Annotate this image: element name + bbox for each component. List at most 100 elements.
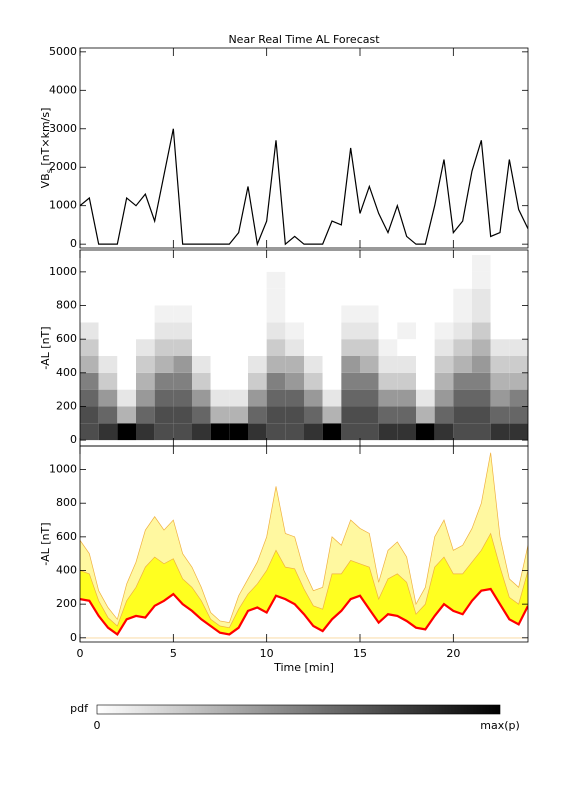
cell: [453, 305, 472, 323]
cell: [509, 389, 528, 407]
x-label: Time [min]: [273, 661, 334, 674]
cell: [210, 322, 230, 340]
cell: [173, 372, 192, 390]
cell: [322, 372, 342, 390]
cell: [98, 406, 118, 424]
cell: [490, 389, 510, 407]
y-tick-label: 0: [70, 433, 77, 446]
y-tick-label: 200: [56, 399, 77, 412]
cell: [490, 305, 510, 323]
cell: [229, 288, 248, 306]
line: [80, 587, 528, 637]
x-tick-label: 10: [260, 647, 274, 660]
cell: [341, 372, 360, 390]
cell: [136, 372, 155, 390]
cell: [360, 322, 379, 340]
title: Near Real Time AL Forecast: [228, 33, 380, 46]
cell: [136, 339, 155, 356]
cell: [322, 305, 342, 323]
cell: [173, 339, 192, 356]
cell: [453, 389, 472, 407]
cell: [490, 372, 510, 390]
cell: [360, 372, 379, 390]
cell: [117, 372, 136, 390]
cell: [322, 322, 342, 340]
cell: [322, 423, 342, 441]
cell: [248, 339, 267, 356]
cell: [490, 339, 510, 356]
cell: [266, 288, 286, 306]
cell: [453, 288, 472, 306]
cell: [266, 389, 286, 407]
cell: [378, 423, 398, 441]
cell: [378, 355, 398, 373]
cell: [322, 389, 342, 407]
cell: [397, 305, 416, 323]
cell: [285, 355, 304, 373]
cell: [173, 389, 192, 407]
cell: [117, 406, 136, 424]
cell: [472, 255, 491, 272]
cell: [434, 406, 454, 424]
cell: [472, 288, 491, 306]
cell: [266, 423, 286, 441]
cell: [472, 406, 491, 424]
cell: [266, 271, 286, 289]
cell: [434, 322, 454, 340]
cell: [509, 355, 528, 373]
y-tick-label: 0: [70, 237, 77, 250]
cell: [397, 372, 416, 390]
cell: [341, 339, 360, 356]
cell: [80, 389, 99, 407]
cell: [136, 406, 155, 424]
cell: [192, 322, 211, 340]
cell: [416, 372, 435, 390]
cell: [490, 355, 510, 373]
cell: [80, 423, 99, 441]
cell: [248, 423, 267, 441]
cell: [266, 406, 286, 424]
cell: [378, 271, 398, 289]
cell: [453, 322, 472, 340]
cell: [98, 322, 118, 340]
cell: [304, 423, 323, 441]
cell: [416, 255, 435, 272]
cell: [378, 406, 398, 424]
cell: [210, 355, 230, 373]
cell: [248, 288, 267, 306]
cell: [136, 271, 155, 289]
cell: [248, 355, 267, 373]
cell: [192, 288, 211, 306]
cell: [117, 339, 136, 356]
cell: [117, 389, 136, 407]
y-tick-label: 1000: [49, 265, 77, 278]
cell: [80, 322, 99, 340]
cell: [472, 305, 491, 323]
y-tick-label: 400: [56, 563, 77, 576]
cell: [341, 288, 360, 306]
y-label: -AL [nT]: [39, 326, 52, 369]
cell: [80, 406, 99, 424]
cell: [80, 355, 99, 373]
cell: [416, 339, 435, 356]
y-tick-label: 800: [56, 299, 77, 312]
cell: [248, 372, 267, 390]
cell: [378, 255, 398, 272]
cell: [453, 355, 472, 373]
cell: [434, 372, 454, 390]
cell: [285, 389, 304, 407]
cell: [136, 423, 155, 441]
cell: [192, 406, 211, 424]
cell: [490, 288, 510, 306]
cell: [229, 255, 248, 272]
cell: [434, 255, 454, 272]
x-tick-label: 20: [446, 647, 460, 660]
cell: [341, 271, 360, 289]
cell: [304, 322, 323, 340]
frame: [79, 47, 529, 249]
cell: [192, 305, 211, 323]
cell: [341, 305, 360, 323]
cell: [490, 423, 510, 441]
cell: [154, 406, 174, 424]
cell: [173, 322, 192, 340]
